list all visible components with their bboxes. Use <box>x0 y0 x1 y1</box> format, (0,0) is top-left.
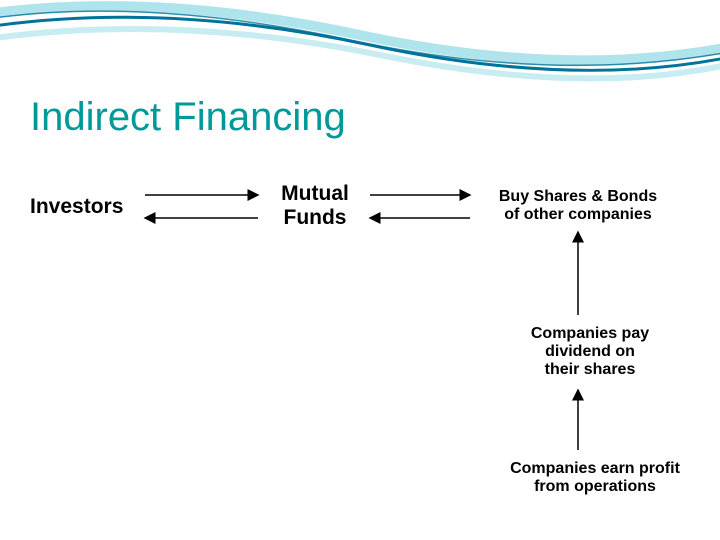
node-mutual-line1: Mutual <box>270 182 360 206</box>
node-dividend-line2: dividend on <box>520 343 660 361</box>
node-profit-line1: Companies earn profit <box>500 460 690 478</box>
node-profit-line2: from operations <box>500 478 690 496</box>
node-dividend: Companies pay dividend on their shares <box>520 325 660 379</box>
node-buy-line2: of other companies <box>478 206 678 224</box>
node-profit: Companies earn profit from operations <box>500 460 690 496</box>
arrows-layer <box>0 0 720 540</box>
node-buy-shares: Buy Shares & Bonds of other companies <box>478 188 678 224</box>
node-investors: Investors <box>30 195 140 219</box>
node-dividend-line1: Companies pay <box>520 325 660 343</box>
slide-title: Indirect Financing <box>30 95 346 140</box>
node-buy-line1: Buy Shares & Bonds <box>478 188 678 206</box>
wave-decoration <box>0 0 720 90</box>
node-dividend-line3: their shares <box>520 361 660 379</box>
node-mutual-line2: Funds <box>270 206 360 230</box>
node-mutual-funds: Mutual Funds <box>270 182 360 230</box>
